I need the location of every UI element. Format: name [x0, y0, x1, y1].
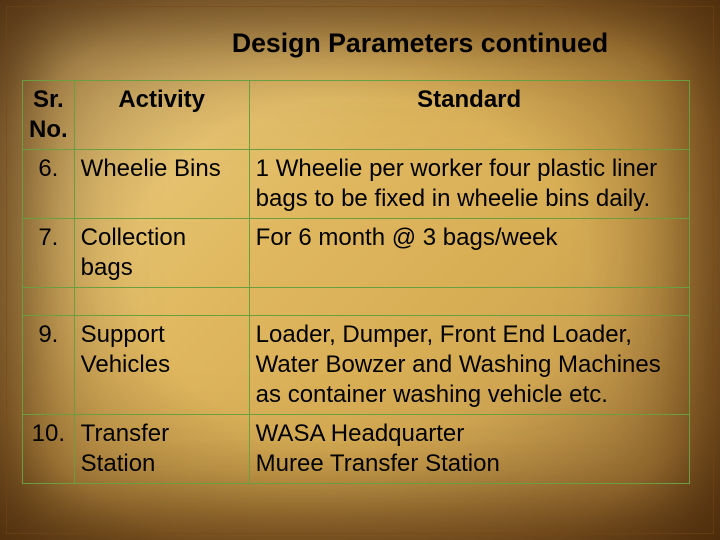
cell-sr: 9. — [23, 316, 75, 415]
table-row: 7. Collection bags For 6 month @ 3 bags/… — [23, 219, 690, 288]
col-header-activity: Activity — [74, 81, 249, 150]
cell-sr — [23, 288, 75, 316]
table-header-row: Sr. No. Activity Standard — [23, 81, 690, 150]
cell-standard: Loader, Dumper, Front End Loader, Water … — [249, 316, 689, 415]
cell-activity: Collection bags — [74, 219, 249, 288]
table-body: 6. Wheelie Bins 1 Wheelie per worker fou… — [23, 150, 690, 484]
cell-activity: Support Vehicles — [74, 316, 249, 415]
cell-sr: 6. — [23, 150, 75, 219]
cell-activity — [74, 288, 249, 316]
cell-standard: 1 Wheelie per worker four plastic liner … — [249, 150, 689, 219]
cell-sr: 7. — [23, 219, 75, 288]
table-row: 9. Support Vehicles Loader, Dumper, Fron… — [23, 316, 690, 415]
parameters-table: Sr. No. Activity Standard 6. Wheelie Bin… — [22, 80, 690, 484]
col-header-sr: Sr. No. — [23, 81, 75, 150]
cell-standard: WASA HeadquarterMuree Transfer Station — [249, 415, 689, 484]
slide-title: Design Parameters continued — [0, 28, 720, 59]
cell-sr: 10. — [23, 415, 75, 484]
table-row: 6. Wheelie Bins 1 Wheelie per worker fou… — [23, 150, 690, 219]
cell-activity: Wheelie Bins — [74, 150, 249, 219]
table-row: 10. Transfer Station WASA HeadquarterMur… — [23, 415, 690, 484]
cell-activity: Transfer Station — [74, 415, 249, 484]
cell-standard: For 6 month @ 3 bags/week — [249, 219, 689, 288]
col-header-standard: Standard — [249, 81, 689, 150]
table-row — [23, 288, 690, 316]
cell-standard — [249, 288, 689, 316]
